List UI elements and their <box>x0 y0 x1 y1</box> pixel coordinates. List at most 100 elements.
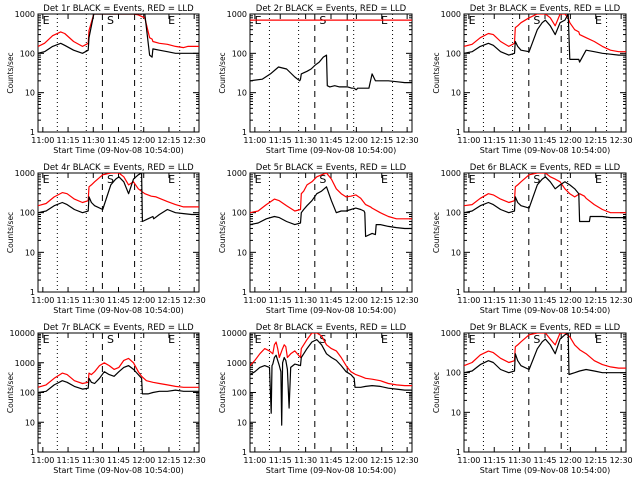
x-tick-label: 12:15 <box>157 296 180 305</box>
y-axis-label: Counts/sec <box>6 52 15 93</box>
events-series-line <box>464 333 626 376</box>
time-marker-label: S <box>319 173 326 186</box>
chart-panel-4: 1 10 100 1000 11:00 11:15 11:30 11:45 12:00 12:15… <box>6 163 206 315</box>
panel-title: Det 1r BLACK = Events, RED = LLD <box>43 4 194 14</box>
x-tick-label: 11:00 <box>457 296 480 305</box>
y-tick-label: 100 <box>20 389 35 398</box>
y-tick-label: 1000 <box>227 169 247 178</box>
x-axis-label: Start Time (09-Nov-08 10:54:00) <box>53 466 183 475</box>
x-tick-label: 11:30 <box>82 136 105 145</box>
time-marker-label: E <box>469 14 476 27</box>
plot-frame <box>37 332 200 453</box>
x-axis-label: Start Time (09-Nov-08 10:54:00) <box>480 466 610 475</box>
time-marker-label: E <box>168 333 175 346</box>
time-marker-label: S <box>533 14 540 27</box>
y-tick-label: 1 <box>242 128 247 137</box>
x-tick-label: 11:30 <box>508 296 531 305</box>
x-tick-label: 11:30 <box>294 456 317 465</box>
x-tick-label: 12:15 <box>370 296 393 305</box>
y-axis-label: Counts/sec <box>432 372 441 413</box>
y-tick-label: 1000 <box>15 359 35 368</box>
y-axis-label: Counts/sec <box>6 212 15 253</box>
x-tick-label: 11:15 <box>483 296 506 305</box>
y-tick-label: 1000 <box>227 10 247 19</box>
time-marker-label: E <box>381 173 388 186</box>
events-series-line <box>464 176 626 223</box>
x-axis-label: Start Time (09-Nov-08 10:54:00) <box>266 466 396 475</box>
x-tick-label: 11:15 <box>57 136 80 145</box>
panel-title: Det 6r BLACK = Events, RED = LLD <box>470 163 621 173</box>
chart-panel-9: 1 10 100 1000 11:00 11:15 11:30 11:45 12:00 12:15… <box>432 323 633 475</box>
time-marker-label: S <box>107 333 114 346</box>
lld-series-line <box>464 173 626 214</box>
x-tick-label: 12:15 <box>157 456 180 465</box>
x-tick-label: 11:00 <box>243 296 266 305</box>
panel-title: Det 3r BLACK = Events, RED = LLD <box>470 4 621 14</box>
x-tick-label: 11:15 <box>269 296 292 305</box>
time-marker-label: E <box>381 333 388 346</box>
x-tick-label: 11:30 <box>508 456 531 465</box>
y-tick-label: 1 <box>30 448 35 457</box>
x-tick-label: 12:00 <box>559 456 582 465</box>
y-tick-label: 10 <box>25 248 35 257</box>
y-tick-label: 1 <box>30 128 35 137</box>
x-tick-label: 11:45 <box>107 136 130 145</box>
x-tick-label: 12:00 <box>559 136 582 145</box>
y-tick-label: 100 <box>446 49 461 58</box>
events-series-line <box>38 14 199 58</box>
x-tick-label: 11:15 <box>57 296 80 305</box>
y-tick-label: 1 <box>242 288 247 297</box>
x-tick-label: 12:30 <box>183 136 206 145</box>
time-marker-label: E <box>43 14 50 27</box>
chart-panel-7: 1 10 100 1000 10000 11:00 11:15 11:30 11:45 12:00… <box>6 323 206 475</box>
time-marker-label: E <box>255 333 262 346</box>
events-series-line <box>464 14 626 63</box>
x-axis-label: Start Time (09-Nov-08 10:54:00) <box>266 306 396 315</box>
x-tick-label: 12:30 <box>610 456 633 465</box>
x-tick-label: 12:00 <box>559 296 582 305</box>
time-marker-label: S <box>107 14 114 27</box>
chart-panel-6: 1 10 100 1000 11:00 11:15 11:30 11:45 12:00 12:15… <box>432 163 633 315</box>
y-tick-label: 1000 <box>15 169 35 178</box>
x-tick-label: 11:45 <box>319 296 342 305</box>
events-series-line <box>38 365 199 395</box>
x-tick-label: 12:00 <box>345 456 368 465</box>
time-marker-label: E <box>469 173 476 186</box>
y-tick-label: 1000 <box>441 10 461 19</box>
y-tick-label: 10 <box>451 248 461 257</box>
time-marker-label: E <box>595 333 602 346</box>
x-tick-label: 11:15 <box>57 456 80 465</box>
y-tick-label: 1 <box>456 128 461 137</box>
events-series-line <box>38 173 199 223</box>
x-tick-label: 11:45 <box>319 456 342 465</box>
y-axis-label: Counts/sec <box>432 52 441 93</box>
events-series-line <box>250 186 412 238</box>
plot-frame <box>249 13 413 133</box>
x-tick-label: 11:00 <box>457 456 480 465</box>
time-marker-label: E <box>168 14 175 27</box>
x-tick-label: 11:15 <box>483 136 506 145</box>
x-tick-label: 11:45 <box>533 456 556 465</box>
x-tick-label: 12:00 <box>132 456 155 465</box>
y-tick-label: 1 <box>456 288 461 297</box>
y-tick-label: 10 <box>25 89 35 98</box>
y-tick-label: 100 <box>232 49 247 58</box>
y-tick-label: 1000 <box>441 329 461 338</box>
x-tick-label: 12:00 <box>345 296 368 305</box>
time-marker-label: S <box>533 333 540 346</box>
panel-title: Det 7r BLACK = Events, RED = LLD <box>43 323 194 333</box>
x-tick-label: 12:30 <box>610 296 633 305</box>
lld-series-line <box>250 173 412 220</box>
y-axis-label: Counts/sec <box>218 212 227 253</box>
x-tick-label: 12:15 <box>370 456 393 465</box>
x-tick-label: 11:30 <box>82 296 105 305</box>
y-axis-label: Counts/sec <box>6 372 15 413</box>
x-axis-label: Start Time (09-Nov-08 10:54:00) <box>266 146 396 155</box>
chart-panel-5: 1 10 100 1000 11:00 11:15 11:30 11:45 12:00 12:15… <box>218 163 419 315</box>
plot-frame <box>37 172 200 293</box>
chart-panel-1: 1 10 100 1000 11:00 11:15 11:30 11:45 12:00 12:15… <box>6 4 206 155</box>
x-tick-label: 11:00 <box>243 456 266 465</box>
events-series-line <box>250 339 412 426</box>
x-axis-label: Start Time (09-Nov-08 10:54:00) <box>480 146 610 155</box>
